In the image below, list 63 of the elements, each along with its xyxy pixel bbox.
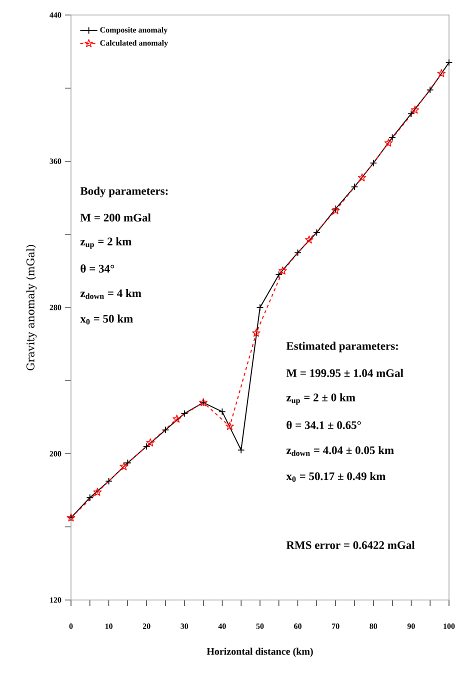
y-tick-label: 200: [50, 451, 62, 456]
point: [256, 304, 264, 312]
x-tick-label: 0: [69, 624, 73, 629]
point: [445, 58, 453, 66]
annotation: θ = 34.1 ± 0.65°: [286, 420, 361, 430]
legend-label: Composite anomaly: [100, 26, 168, 34]
y-tick-label: 120: [50, 597, 62, 603]
point: [124, 459, 132, 467]
point: [180, 410, 188, 418]
annotation: z$_{up}$ = 2 ± 0 km: [286, 393, 356, 405]
point: [237, 446, 245, 454]
x-tick-label: 90: [407, 624, 415, 629]
point: [275, 270, 283, 278]
x-tick-label: 100: [444, 624, 455, 629]
x-tick-label: 50: [256, 624, 264, 629]
legend-label: Calculated anomaly: [100, 40, 168, 48]
point: [252, 328, 260, 337]
x-tick-label: 20: [142, 624, 150, 629]
annotation: Estimated parameters:: [286, 342, 398, 352]
annotation: θ = 34°: [80, 264, 114, 273]
y-tick-label: 440: [50, 12, 62, 18]
annotation: z$_{down}$ = 4 km: [80, 289, 142, 299]
point: [226, 422, 234, 430]
point: [426, 86, 434, 94]
annotation: z$_{down}$ = 4.04 ± 0.05 km: [286, 446, 394, 456]
x-tick-label: 70: [332, 624, 340, 629]
y-tick-label: 280: [50, 304, 62, 310]
annotation: RMS error = 0.6422 mGal: [286, 540, 415, 550]
y-axis-title: Gravity anomaly (mGal): [26, 244, 37, 370]
point: [146, 438, 155, 446]
point: [172, 414, 182, 423]
point: [313, 228, 320, 236]
point: [304, 235, 314, 244]
point: [142, 442, 150, 450]
point: [86, 494, 94, 502]
point: [384, 138, 393, 147]
point: [350, 183, 358, 190]
x-tick-label: 60: [294, 624, 302, 629]
point: [93, 488, 102, 496]
point: [437, 69, 446, 78]
point: [105, 478, 112, 485]
point: [278, 266, 287, 275]
x-tick-label: 10: [105, 624, 112, 629]
annotation: x$_{0}$ = 50 km: [80, 314, 133, 324]
point: [408, 110, 415, 118]
annotation: M = 199.95 ± 1.04 mGal: [286, 368, 404, 378]
point: [358, 173, 366, 182]
point: [162, 426, 170, 434]
x-tick-label: 30: [180, 624, 188, 629]
x-axis-title: Horizontal distance (km): [206, 648, 313, 657]
y-tick-label: 360: [50, 158, 62, 164]
point: [120, 462, 128, 470]
annotation: Body parameters:: [80, 186, 168, 198]
point: [410, 106, 420, 114]
point: [294, 249, 302, 256]
x-tick-label: 80: [370, 624, 378, 629]
point: [370, 159, 378, 167]
point: [218, 408, 226, 416]
annotation: z$_{up}$ = 2 km: [80, 237, 132, 249]
annotation: M = 200 mGal: [80, 213, 151, 222]
point: [388, 134, 396, 142]
annotation: x$_{0}$ = 50.17 ± 0.49 km: [286, 472, 386, 482]
x-tick-label: 40: [218, 624, 226, 629]
